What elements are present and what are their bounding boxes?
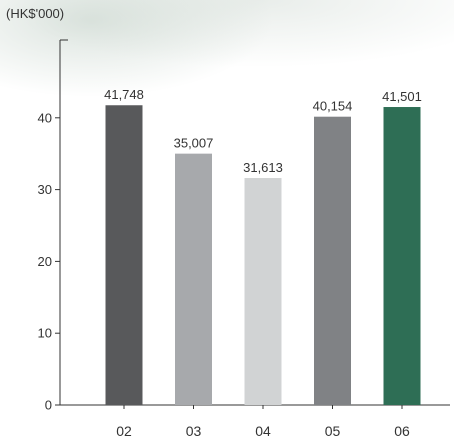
x-tick-label: 04 [255, 423, 271, 439]
y-tick-label: 10 [38, 326, 52, 341]
chart-labels: 0 10 20 30 40 41,748 02 35,007 03 31,613 04 40,154 0… [38, 87, 422, 439]
bar [314, 116, 351, 406]
x-tick-label: 06 [394, 423, 410, 439]
x-tick-label: 02 [116, 423, 132, 439]
bar [105, 105, 143, 405]
bar [244, 178, 282, 405]
x-tick-label: 05 [325, 423, 341, 439]
bar-value-label: 31,613 [243, 160, 283, 175]
bar-value-label: 41,748 [104, 87, 144, 102]
y-axis-unit-label: (HK$'000) [6, 6, 65, 21]
y-tick-label: 0 [45, 398, 52, 413]
y-tick-label: 30 [38, 182, 52, 197]
y-tick-label: 20 [38, 254, 52, 269]
y-tick-label: 40 [38, 110, 52, 125]
x-tick-label: 03 [186, 423, 202, 439]
bar [175, 153, 212, 405]
bar-value-label: 40,154 [313, 99, 353, 114]
bar-value-label: 41,501 [382, 89, 422, 104]
bar [383, 107, 421, 405]
bar-value-label: 35,007 [174, 136, 214, 151]
chart-bars [105, 105, 421, 406]
